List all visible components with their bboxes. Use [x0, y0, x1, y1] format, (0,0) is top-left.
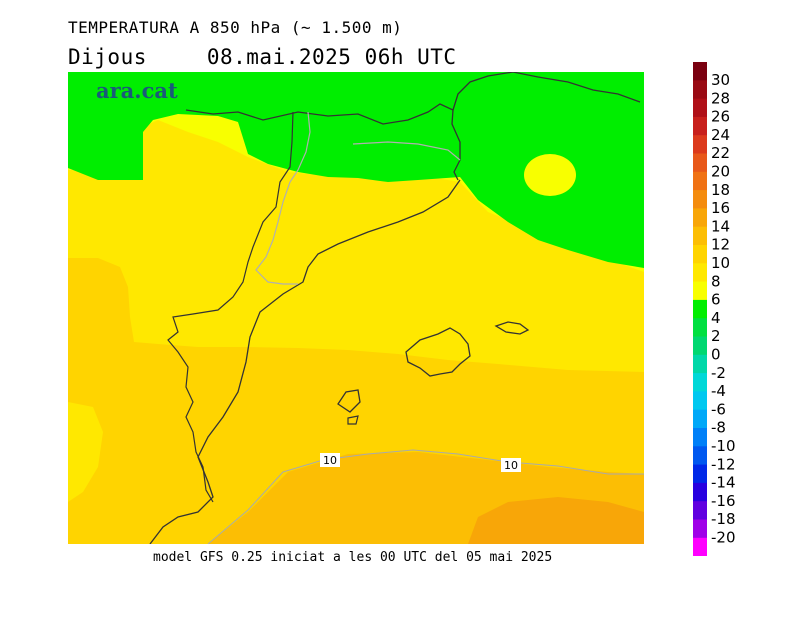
color-step: [693, 98, 707, 118]
scale-tick-label: 22: [711, 144, 730, 162]
scale-tick-label: 12: [711, 236, 730, 254]
border-inland: [167, 111, 294, 503]
scale-tick-label: 16: [711, 199, 730, 217]
coastline-france: [452, 72, 641, 111]
color-scale: 302826242220181614121086420-2-4-6-8-10-1…: [693, 62, 736, 556]
scale-tick-label: -18: [711, 510, 736, 528]
forecast-datetime: 08.mai.2025 06h UTC: [206, 45, 457, 69]
color-step: [693, 537, 707, 556]
color-step: [693, 501, 707, 520]
coastline-catalonia: [149, 179, 461, 544]
island-eivissa: [337, 389, 361, 413]
color-step: [693, 354, 707, 374]
island-menorca: [494, 321, 530, 335]
color-step: [693, 428, 707, 447]
color-step: [693, 409, 707, 429]
color-step: [693, 80, 707, 100]
contour-label-2: 10: [504, 459, 518, 472]
color-step: [693, 208, 707, 228]
color-step: [693, 519, 707, 539]
color-step: [693, 464, 707, 484]
color-step: [693, 318, 707, 337]
contour-label-bg-1: [320, 453, 340, 467]
color-step: [693, 62, 707, 81]
contour-label-bg-2: [501, 458, 521, 472]
island-mallorca: [405, 327, 471, 377]
scale-tick-label: 14: [711, 217, 730, 235]
color-step: [693, 116, 707, 136]
field-14-16: [468, 497, 644, 544]
scale-tick-label: -8: [711, 419, 726, 437]
scale-tick-label: -10: [711, 437, 736, 455]
temperature-map: ara.cat 10 10: [68, 72, 644, 544]
color-step: [693, 153, 707, 173]
coastline-pyrenees: [185, 103, 461, 181]
color-step: [693, 263, 707, 283]
field-4-6: [68, 72, 644, 268]
regional-border: [255, 111, 311, 285]
color-step: [693, 299, 707, 319]
scale-tick-label: 28: [711, 89, 730, 107]
map-title: TEMPERATURA A 850 hPa (~ 1.500 m): [68, 18, 403, 37]
color-step: [693, 171, 707, 191]
isotherm-10: [207, 449, 644, 544]
scale-tick-label: 4: [711, 309, 721, 327]
color-step: [693, 373, 707, 392]
color-step: [693, 190, 707, 209]
scale-tick-label: -12: [711, 455, 736, 473]
scale-tick-label: -2: [711, 364, 726, 382]
scale-tick-label: 24: [711, 126, 730, 144]
scale-tick-label: 18: [711, 181, 730, 199]
scale-tick-label: 0: [711, 346, 721, 364]
ara-logo: ara.cat: [96, 78, 178, 103]
color-step: [693, 135, 707, 154]
color-step: [693, 245, 707, 264]
scale-tick-label: 8: [711, 272, 721, 290]
forecast-day: Dijous: [68, 45, 147, 69]
color-step: [693, 281, 707, 301]
color-step: [693, 226, 707, 246]
scale-tick-label: 26: [711, 108, 730, 126]
island-formentera: [347, 415, 359, 425]
map-subtitle: Dijous 08.mai.2025 06h UTC: [68, 45, 457, 69]
scale-tick-label: 6: [711, 291, 721, 309]
scale-tick-label: -4: [711, 382, 726, 400]
scale-tick-label: 2: [711, 327, 721, 345]
scale-tick-label: -6: [711, 400, 726, 418]
color-step: [693, 391, 707, 411]
color-step: [693, 446, 707, 466]
scale-tick-label: 20: [711, 163, 730, 181]
field-8-10-west: [68, 402, 103, 502]
scale-tick-label: 30: [711, 71, 730, 89]
scale-tick-label: 10: [711, 254, 730, 272]
yellow-patch-east: [524, 154, 576, 196]
color-step: [693, 482, 707, 502]
contour-label-1: 10: [323, 454, 337, 467]
regional-border-north: [352, 141, 461, 161]
color-step: [693, 336, 707, 356]
scale-tick-label: -20: [711, 529, 736, 547]
model-info: model GFS 0.25 iniciat a les 00 UTC del …: [153, 550, 553, 565]
scale-tick-label: -14: [711, 474, 736, 492]
scale-tick-label: -16: [711, 492, 736, 510]
green-patch-left: [100, 153, 126, 171]
